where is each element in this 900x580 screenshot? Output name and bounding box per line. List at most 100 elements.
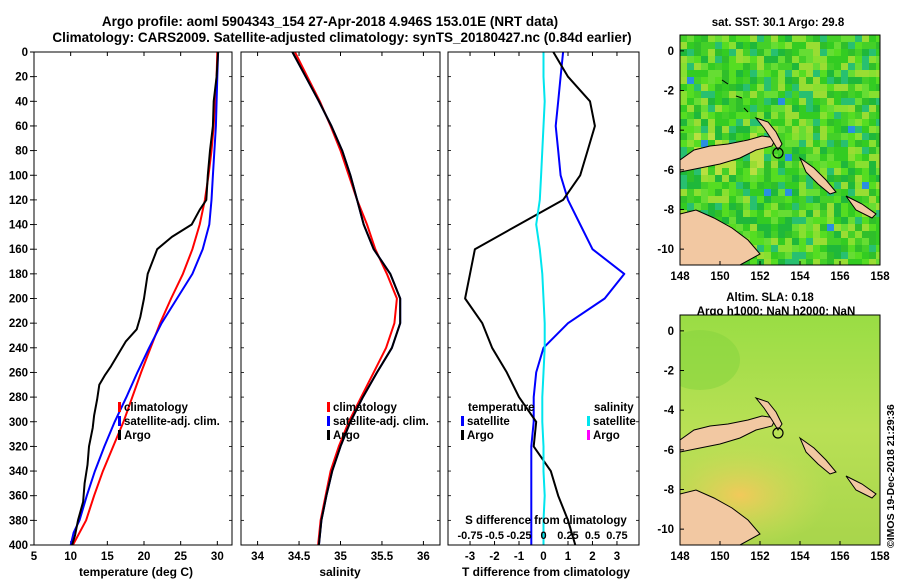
sst-pixel [757,196,764,203]
sst-pixel [750,224,757,231]
sst-pixel [862,182,869,189]
legend-satellite: satellite-adj. clim. [333,416,429,428]
sst-pixel [708,49,715,56]
small-islands [721,79,749,113]
sst-pixel [841,126,848,133]
legend-s-argo: Argo [593,430,620,442]
sst-pixel [827,238,834,245]
sst-pixel [820,252,827,259]
sst-pixel [778,154,785,161]
sst-pixel [862,119,869,126]
sst-pixel [771,98,778,105]
sst-pixel [694,168,701,175]
map-x-tick-label: 156 [830,271,849,283]
sst-pixel [841,77,848,84]
legend-swatch-climatology [118,402,121,412]
sst-pixel [764,161,771,168]
sst-pixel [876,35,880,42]
sst-pixel [771,203,778,210]
sst-pixel [785,42,792,49]
sst-pixel [785,182,792,189]
sst-pixel [848,84,855,91]
sst-pixel [757,210,764,217]
sst-pixel [778,35,785,42]
sst-pixel [827,154,834,161]
sst-pixel [862,175,869,182]
sst-pixel [848,238,855,245]
sst-pixel [771,112,778,119]
sst-pixel [680,147,687,154]
sst-pixel [750,49,757,56]
sst-pixel [834,210,841,217]
sst-pixel [834,196,841,203]
sst-map-panel: sat. SST: 30.1 Argo: 29.8 148 150 152 154 15… [657,17,890,283]
sst-pixel [701,98,708,105]
sst-pixel [799,238,806,245]
sst-pixel [820,161,827,168]
sst-pixel [708,189,715,196]
sst-pixel [813,49,820,56]
sst-pixel [799,140,806,147]
sst-pixel [834,252,841,259]
sst-pixel [743,231,750,238]
sst-pixel [771,56,778,63]
sst-pixel [743,196,750,203]
difference-axes: -3 -2 -1 0 1 2 3 -0.75 -0.5 -0.25 0 0.25 0.5 0.75 [448,51,639,563]
sst-pixel [827,63,834,70]
temperature-diff-legend: temperature satellite Argo [461,402,534,442]
sst-pixel [778,252,785,259]
sst-pixel [701,126,708,133]
sst-pixel [722,42,729,49]
sst-pixel [834,182,841,189]
sst-pixel [813,182,820,189]
x-tick-label: -2 [489,551,499,563]
sst-pixel [792,35,799,42]
sst-pixel [694,35,701,42]
sst-pixel [841,168,848,175]
sst-pixel [855,70,862,77]
sst-pixel [862,105,869,112]
legend-argo: Argo [124,430,151,442]
sst-pixel [876,182,880,189]
x2-tick-label: 0.25 [557,530,578,542]
sst-pixel [820,203,827,210]
sst-pixel [827,70,834,77]
sst-pixel [792,196,799,203]
new-ireland-land [754,396,783,431]
sst-pixel [715,133,722,140]
map-x-tick-label: 148 [670,551,690,563]
series-satellite-adj-clim- [291,52,402,545]
sst-pixel [848,154,855,161]
sst-pixel [869,175,876,182]
sst-pixel [848,224,855,231]
sst-pixel [757,112,764,119]
x-tick-label: 20 [138,551,151,563]
sst-pixel [792,119,799,126]
sst-pixel [785,70,792,77]
y-tick-label: 400 [9,540,28,552]
sst-pixel [750,112,757,119]
sst-pixel [855,98,862,105]
sst-pixel [764,168,771,175]
sst-pixel [785,56,792,63]
sst-pixel [785,238,792,245]
sst-pixel [813,126,820,133]
map-x-tick-label: 152 [750,551,769,563]
sst-pixel [771,42,778,49]
y-tick-label: 200 [9,294,28,306]
x-tick-label: 2 [589,551,595,563]
sst-pixel [792,105,799,112]
sst-pixel [771,196,778,203]
sst-pixel [757,217,764,224]
legend-s-satellite: satellite [593,416,636,428]
sst-pixel [771,161,778,168]
sst-pixel [876,63,880,70]
sst-pixel [743,126,750,133]
sst-pixel [687,77,694,84]
sst-pixel [764,231,771,238]
png-mainland-land [680,209,761,265]
x-tick-label: 10 [64,551,77,563]
sst-pixel [729,49,736,56]
sst-pixel [813,70,820,77]
sst-pixel [736,196,743,203]
